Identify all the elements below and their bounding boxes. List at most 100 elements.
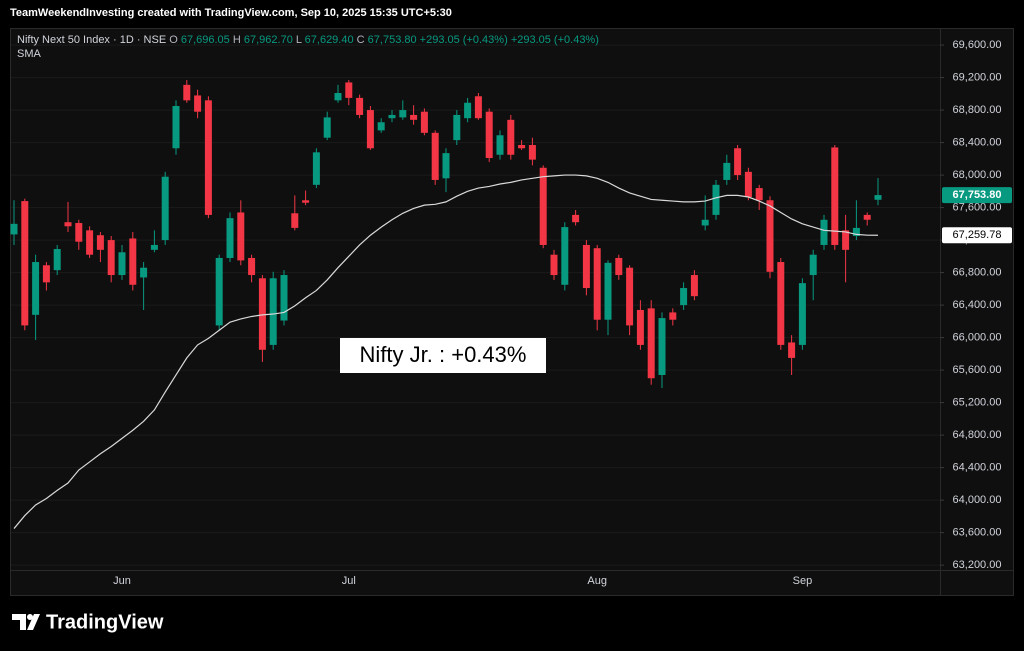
- candle-body: [399, 110, 407, 118]
- change-label: +293.05 (+0.43%): [510, 34, 599, 46]
- candle-body: [377, 122, 385, 131]
- candle-body: [528, 145, 536, 160]
- ohlc-value: 67,753.80: [367, 34, 417, 46]
- candle-body: [507, 119, 515, 155]
- candle-body: [161, 176, 169, 241]
- candle-body: [842, 230, 850, 250]
- candle-body: [550, 254, 558, 276]
- candle-body: [734, 148, 742, 176]
- candle-body: [744, 171, 752, 198]
- y-tick-label: 65,200.00: [953, 397, 1002, 409]
- credit: TeamWeekendInvesting created with Tradin…: [10, 7, 452, 19]
- candle-body: [237, 212, 245, 261]
- candle-body: [150, 244, 158, 250]
- candle-body: [21, 201, 29, 326]
- indicator-name: SMA: [17, 48, 41, 60]
- candle-body: [626, 267, 634, 326]
- candle-body: [129, 238, 137, 285]
- candle-body: [431, 132, 439, 180]
- candle-body: [75, 223, 83, 242]
- y-tick-label: 68,400.00: [953, 136, 1002, 148]
- chart-panel: [10, 28, 1014, 596]
- candle-body: [388, 114, 396, 119]
- y-tick-label: 68,800.00: [953, 104, 1002, 116]
- y-tick-label: 67,600.00: [953, 201, 1002, 213]
- last-price-label: 67,753.80: [953, 189, 1002, 201]
- candle-body: [788, 342, 796, 358]
- candle-body: [690, 275, 698, 297]
- candle-body: [215, 257, 223, 326]
- candle-body: [172, 106, 180, 149]
- legend-line: Nifty Next 50 Index · 1D · NSE O 67,696.…: [17, 33, 599, 47]
- candle-body: [334, 93, 342, 101]
- candle-body: [680, 288, 688, 306]
- ohlc-value: 67,696.05: [180, 34, 230, 46]
- candle-body: [777, 262, 785, 345]
- candle-body: [658, 318, 666, 375]
- candle-body: [701, 219, 709, 226]
- x-tick-label: Jul: [342, 575, 356, 587]
- candle-body: [53, 249, 61, 271]
- candle-body: [572, 214, 580, 223]
- candle-body: [755, 188, 763, 201]
- candle-body: [107, 240, 115, 276]
- candle-body: [539, 167, 547, 245]
- ohlc-legend: O 67,696.05 H 67,962.70 L 67,629.40 C 67…: [169, 34, 419, 46]
- candle-body: [248, 257, 256, 276]
- candle-body: [420, 111, 428, 133]
- candle-body: [852, 227, 860, 237]
- logo-icon: [12, 614, 26, 630]
- candle-body: [712, 184, 720, 215]
- candle-body: [140, 267, 148, 278]
- candle-body: [323, 117, 331, 138]
- candle-body: [356, 97, 364, 115]
- candle-body: [345, 82, 353, 98]
- x-tick-label: Sep: [793, 575, 813, 587]
- ohlc-key: O: [169, 34, 178, 46]
- candle-body: [604, 262, 612, 320]
- plot: [10, 80, 882, 529]
- x-tick-label: Jun: [113, 575, 131, 587]
- annotation: Nifty Jr. : +0.43%: [360, 342, 527, 367]
- candle-body: [820, 219, 828, 245]
- candle-body: [86, 230, 94, 255]
- candle-body: [312, 152, 320, 185]
- y-tick-label: 68,000.00: [953, 169, 1002, 181]
- legend-line: SMA: [17, 47, 599, 61]
- brand-name: TradingView: [46, 611, 164, 633]
- candle-body: [723, 162, 731, 180]
- candle-body: [874, 195, 882, 200]
- change-label: +293.05 (+0.43%): [419, 34, 508, 46]
- candle-body: [366, 110, 374, 149]
- candle-body: [593, 248, 601, 320]
- legend: Nifty Next 50 Index · 1D · NSE O 67,696.…: [17, 33, 599, 61]
- y-tick-label: 66,000.00: [953, 332, 1002, 344]
- candle-body: [669, 312, 677, 320]
- candle-body: [615, 257, 623, 276]
- sma-price-box: [942, 227, 1012, 244]
- annotation-box: [340, 338, 546, 373]
- candle-body: [204, 100, 212, 215]
- y-tick-label: 66,800.00: [953, 266, 1002, 278]
- candle-body: [302, 200, 310, 203]
- sma-price-label: 67,259.78: [953, 229, 1002, 241]
- logo-icon: [27, 614, 40, 630]
- candle-body: [194, 95, 202, 112]
- candle-body: [453, 114, 461, 141]
- y-tick-label: 63,600.00: [953, 527, 1002, 539]
- y-tick-label: 64,400.00: [953, 462, 1002, 474]
- candle-body: [226, 218, 234, 258]
- candle-body: [410, 114, 418, 120]
- candle-body: [291, 213, 299, 228]
- y-tick-label: 64,000.00: [953, 494, 1002, 506]
- y-tick-label: 66,400.00: [953, 299, 1002, 311]
- candle-body: [561, 227, 569, 285]
- candle-body: [831, 147, 839, 245]
- ohlc-value: 67,629.40: [304, 34, 354, 46]
- x-tick-label: Aug: [587, 575, 607, 587]
- candle-body: [485, 111, 493, 159]
- y-tick-label: 63,200.00: [953, 559, 1002, 571]
- y-tick-label: 64,800.00: [953, 429, 1002, 441]
- candle-body: [496, 135, 504, 155]
